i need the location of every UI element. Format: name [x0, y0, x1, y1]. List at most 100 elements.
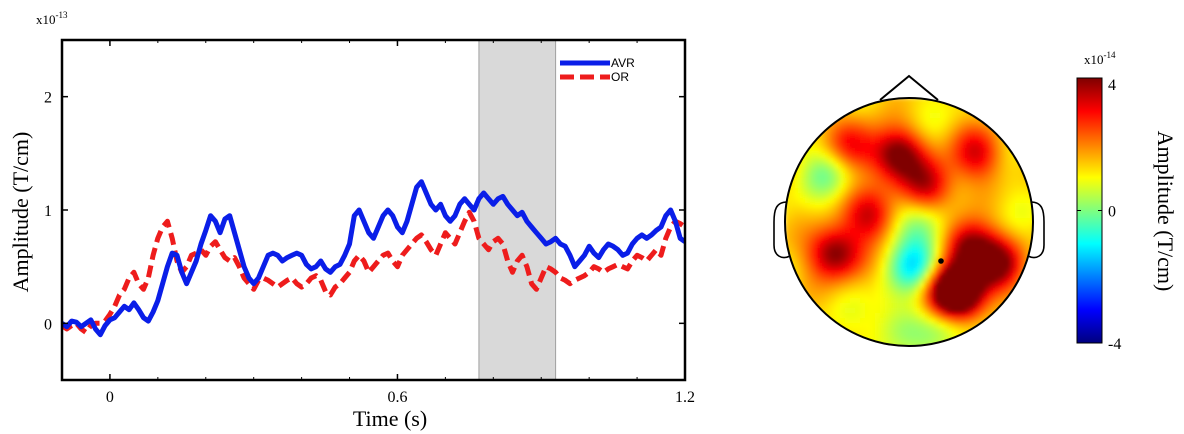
heat-cell	[830, 183, 836, 189]
heat-cell	[960, 113, 966, 119]
heat-cell	[965, 318, 971, 324]
heat-cell	[840, 123, 846, 129]
heat-cell	[860, 218, 866, 224]
y-tick-label: 0	[44, 316, 52, 333]
heat-cell	[870, 258, 876, 264]
heat-cell	[870, 128, 876, 134]
heat-cell	[860, 153, 866, 159]
heat-cell	[795, 243, 801, 249]
heat-cell	[995, 153, 1001, 159]
heat-cell	[1015, 203, 1021, 209]
heat-cell	[860, 238, 866, 244]
heat-cell	[935, 283, 941, 289]
heat-cell	[970, 133, 976, 139]
heat-cell	[845, 153, 851, 159]
heat-cell	[830, 238, 836, 244]
heat-cell	[945, 233, 951, 239]
heat-cell	[905, 248, 911, 254]
heat-cell	[965, 188, 971, 194]
heat-cell	[865, 293, 871, 299]
heat-cell	[1020, 228, 1026, 234]
heat-cell	[840, 233, 846, 239]
heat-cell	[920, 128, 926, 134]
heat-cell	[1000, 218, 1006, 224]
heat-cell	[810, 208, 816, 214]
heat-cell	[990, 188, 996, 194]
heat-cell	[825, 303, 831, 309]
heat-cell	[960, 173, 966, 179]
heat-cell	[910, 268, 916, 274]
heat-cell	[920, 248, 926, 254]
heat-cell	[935, 183, 941, 189]
heat-cell	[1005, 288, 1011, 294]
heat-cell	[920, 113, 926, 119]
heat-cell	[845, 168, 851, 174]
heat-cell	[950, 233, 956, 239]
heat-cell	[860, 258, 866, 264]
heat-cell	[970, 168, 976, 174]
heat-cell	[985, 163, 991, 169]
heat-cell	[855, 293, 861, 299]
heat-cell	[900, 278, 906, 284]
heat-cell	[885, 278, 891, 284]
heat-cell	[785, 223, 791, 229]
heat-cell	[905, 108, 911, 114]
heat-cell	[985, 243, 991, 249]
heat-cell	[945, 178, 951, 184]
heat-cell	[820, 288, 826, 294]
heat-cell	[860, 243, 866, 249]
heat-cell	[915, 343, 921, 346]
heat-cell	[965, 308, 971, 314]
heat-cell	[815, 258, 821, 264]
heat-cell	[980, 158, 986, 164]
heat-cell	[990, 158, 996, 164]
heat-cell	[960, 103, 966, 109]
heat-cell	[1025, 268, 1031, 274]
heat-cell	[870, 303, 876, 309]
heat-cell	[840, 288, 846, 294]
heat-cell	[1005, 273, 1011, 279]
heat-cell	[825, 278, 831, 284]
heat-cell	[905, 308, 911, 314]
heat-cell	[965, 208, 971, 214]
heat-cell	[980, 228, 986, 234]
heat-cell	[930, 143, 936, 149]
heat-cell	[990, 153, 996, 159]
heat-cell	[895, 338, 901, 344]
heat-cell	[945, 298, 951, 304]
heat-cell	[940, 303, 946, 309]
heat-cell	[935, 133, 941, 139]
heat-cell	[925, 148, 931, 154]
heat-cell	[835, 223, 841, 229]
heat-cell	[920, 183, 926, 189]
heat-layer	[785, 98, 1033, 346]
heat-cell	[1010, 243, 1016, 249]
heat-cell	[870, 233, 876, 239]
heat-cell	[900, 103, 906, 109]
heat-cell	[975, 218, 981, 224]
heat-cell	[820, 258, 826, 264]
heat-cell	[930, 333, 936, 339]
heat-cell	[930, 128, 936, 134]
heat-cell	[890, 148, 896, 154]
heat-cell	[910, 298, 916, 304]
heat-cell	[870, 183, 876, 189]
heat-cell	[875, 273, 881, 279]
heat-cell	[880, 308, 886, 314]
heat-cell	[840, 238, 846, 244]
heat-cell	[940, 298, 946, 304]
heat-cell	[885, 293, 891, 299]
heat-cell	[865, 298, 871, 304]
heat-cell	[835, 123, 841, 129]
heat-cell	[920, 118, 926, 124]
heat-cell	[865, 203, 871, 209]
heat-cell	[875, 193, 881, 199]
heat-cell	[910, 313, 916, 319]
heat-cell	[915, 108, 921, 114]
heat-cell	[830, 258, 836, 264]
heat-cell	[960, 328, 966, 334]
heat-cell	[870, 153, 876, 159]
heat-cell	[850, 268, 856, 274]
heat-cell	[935, 203, 941, 209]
heat-cell	[990, 133, 996, 139]
